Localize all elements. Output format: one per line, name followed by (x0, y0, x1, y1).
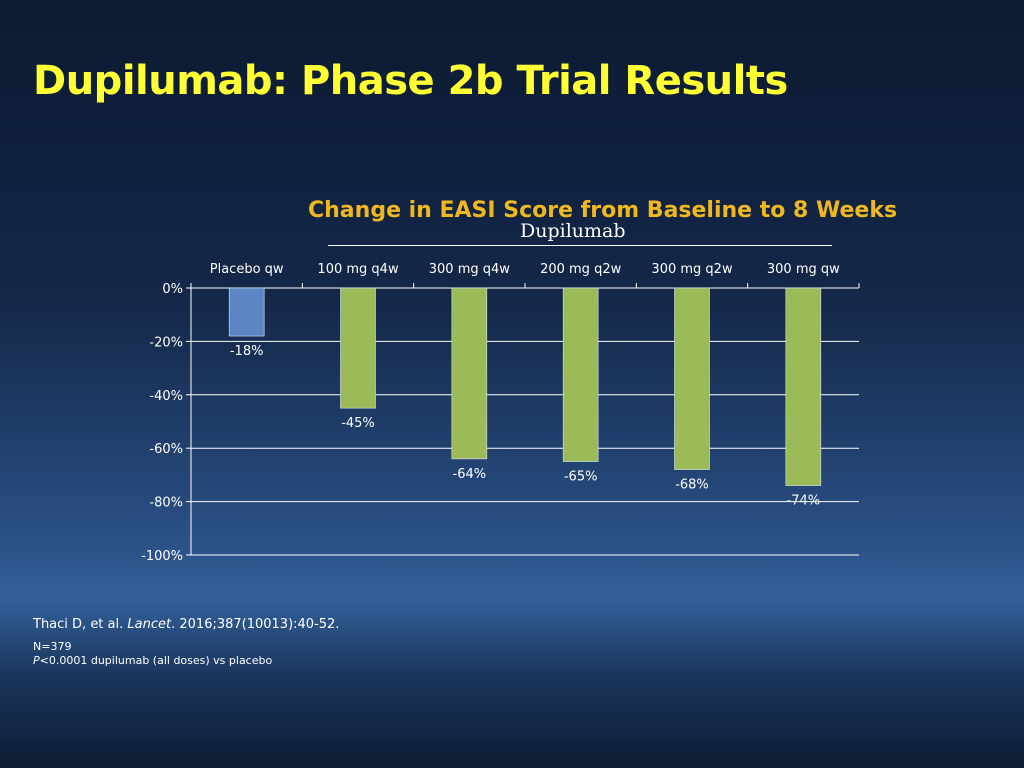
citation-details: 2016;387(10013):40-52. (179, 617, 340, 632)
bar-data-label: -68% (675, 478, 709, 493)
citation-journal: Lancet (127, 617, 172, 632)
y-tick-label: -80% (149, 496, 183, 511)
chart-title: Change in EASI Score from Baseline to 8 … (308, 198, 898, 223)
bar (340, 287, 376, 409)
p-value-text: <0.0001 dupilumab (all doses) vs placebo (39, 654, 273, 667)
x-category-label: 300 mg qw (767, 262, 840, 277)
sample-size-note: N=379 (33, 640, 72, 653)
x-category-label: 200 mg q2w (540, 262, 622, 277)
x-category-label: 300 mg q2w (651, 262, 733, 277)
bar (785, 287, 822, 486)
bar-data-label: -64% (453, 467, 487, 482)
p-value-note: P<0.0001 dupilumab (all doses) vs placeb… (33, 654, 272, 667)
y-tick-label: -40% (149, 389, 183, 404)
citation: Thaci D, et al. Lancet. 2016;387(10013):… (33, 617, 340, 632)
bar (562, 287, 599, 462)
bar-data-label: -18% (230, 344, 264, 359)
bar-data-label: -45% (341, 416, 375, 431)
x-category-label: 100 mg q4w (317, 262, 399, 277)
y-tick-label: -100% (141, 549, 183, 564)
bar-data-label: -74% (787, 494, 821, 509)
bar (674, 287, 710, 470)
y-tick-label: 0% (162, 282, 183, 297)
p-value-letter: P (33, 654, 40, 667)
slide-title: Dupilumab: Phase 2b Trial Results (33, 58, 788, 104)
bar (228, 287, 265, 337)
bar-data-label: -65% (564, 470, 598, 485)
citation-authors: Thaci D, et al. (33, 617, 124, 632)
dupilumab-group-label: Dupilumab (520, 220, 626, 242)
x-category-label: 300 mg q4w (429, 262, 511, 277)
y-tick-label: -20% (149, 335, 183, 350)
x-category-label: Placebo qw (210, 262, 284, 277)
y-tick-label: -60% (149, 442, 183, 457)
bar (451, 287, 488, 460)
dupilumab-group-bracket-line (328, 245, 832, 246)
